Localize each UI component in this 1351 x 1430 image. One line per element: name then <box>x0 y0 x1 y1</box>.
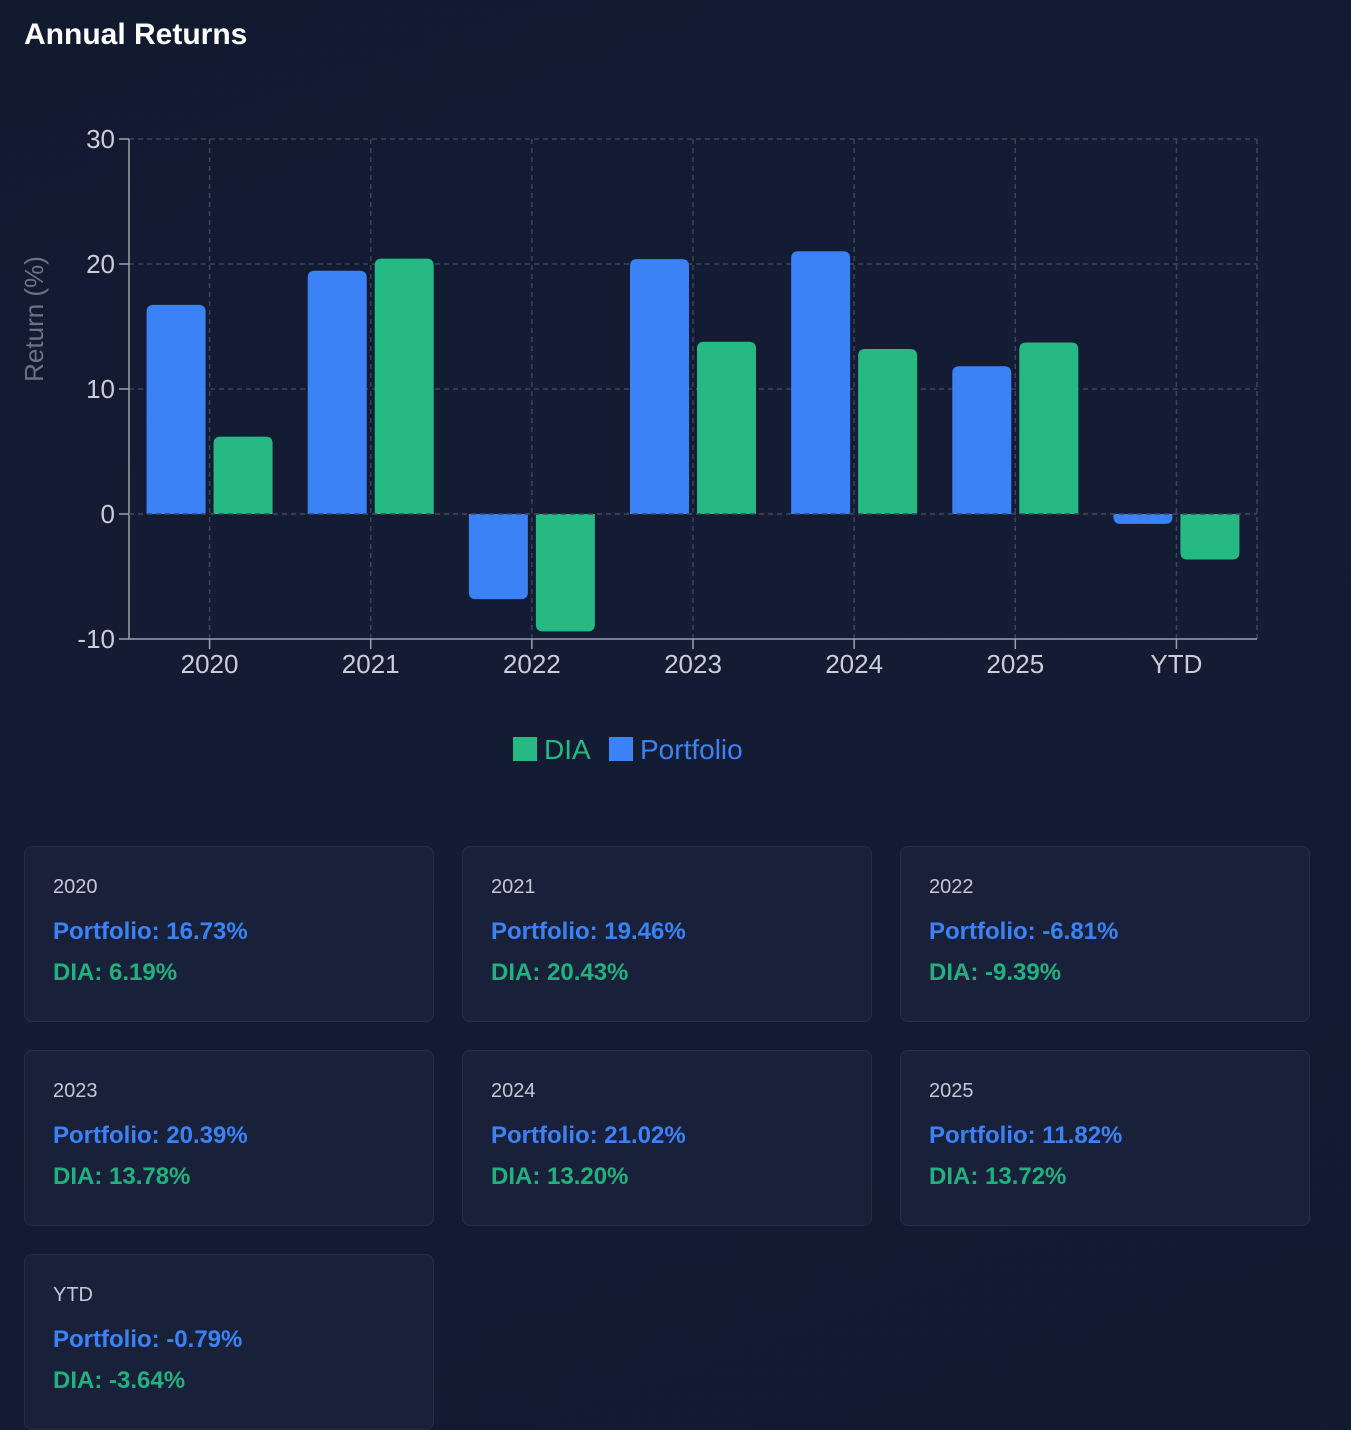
legend-dia-label: DIA <box>544 734 591 765</box>
card-portfolio-return: Portfolio: 21.02% <box>491 1122 686 1149</box>
bar-portfolio-2022 <box>468 514 528 600</box>
card-dia-return: DIA: 13.20% <box>491 1163 629 1190</box>
card-year-label: 2021 <box>491 876 536 898</box>
x-tick-label: 2022 <box>503 649 561 679</box>
annual-returns-chart: -10 0 10 20 30 2020 2021 2022 2023 2024 2025 YTD Ret… <box>19 124 1258 765</box>
bar-portfolio-2020 <box>146 304 206 514</box>
x-tick-label: 2024 <box>825 649 883 679</box>
card-portfolio-return: Portfolio: 20.39% <box>53 1122 248 1149</box>
bar-dia-2025 <box>1019 342 1079 514</box>
bar-dia-2022 <box>535 514 595 632</box>
x-tick-label: 2023 <box>664 649 722 679</box>
card-year-label: 2024 <box>491 1080 536 1102</box>
legend-portfolio-swatch <box>609 737 633 761</box>
card-year-label: YTD <box>53 1284 93 1306</box>
x-tick-label: 2021 <box>342 649 400 679</box>
y-tick-label: -10 <box>77 624 115 654</box>
bar-portfolio-2024 <box>791 251 851 514</box>
bar-dia-ytd <box>1180 514 1240 560</box>
card-year-label: 2023 <box>53 1080 98 1102</box>
bar-dia-2020 <box>213 436 273 514</box>
y-tick-label: 10 <box>86 374 115 404</box>
card-dia-return: DIA: 6.19% <box>53 959 178 986</box>
y-tick-label: 30 <box>86 124 115 154</box>
card-year-label: 2025 <box>929 1080 974 1102</box>
year-cards-grid: 2020 Portfolio: 16.73% DIA: 6.19% 2021 P… <box>24 846 1310 1430</box>
year-card-2020: 2020 Portfolio: 16.73% DIA: 6.19% <box>24 846 434 1022</box>
x-tick-label: 2020 <box>181 649 239 679</box>
year-card-ytd: YTD Portfolio: -0.79% DIA: -3.64% <box>24 1254 434 1430</box>
y-axis-label: Return (%) <box>19 256 49 382</box>
card-year-label: 2022 <box>929 876 974 898</box>
year-card-2021: 2021 Portfolio: 19.46% DIA: 20.43% <box>462 846 872 1022</box>
bar-dia-2023 <box>697 341 756 514</box>
year-card-2023: 2023 Portfolio: 20.39% DIA: 13.78% <box>24 1050 434 1226</box>
bar-portfolio-2021 <box>307 270 367 514</box>
card-dia-return: DIA: 13.72% <box>929 1163 1067 1190</box>
x-tick-label: YTD <box>1150 649 1202 679</box>
bar-dia-2024 <box>858 349 918 514</box>
y-tick-label: 0 <box>101 499 115 529</box>
card-portfolio-return: Portfolio: -6.81% <box>929 918 1119 945</box>
bar-dia-2021 <box>374 258 434 514</box>
card-dia-return: DIA: 13.78% <box>53 1163 191 1190</box>
bar-portfolio-2025 <box>952 366 1012 514</box>
card-dia-return: DIA: -9.39% <box>929 959 1062 986</box>
card-dia-return: DIA: 20.43% <box>491 959 629 986</box>
card-dia-return: DIA: -3.64% <box>53 1367 186 1394</box>
bar-portfolio-ytd <box>1113 514 1173 524</box>
page-title: Annual Returns <box>24 18 248 51</box>
legend-dia-swatch <box>513 737 537 761</box>
year-card-2025: 2025 Portfolio: 11.82% DIA: 13.72% <box>900 1050 1310 1226</box>
card-portfolio-return: Portfolio: -0.79% <box>53 1326 243 1353</box>
card-year-label: 2020 <box>53 876 98 898</box>
card-portfolio-return: Portfolio: 19.46% <box>491 918 686 945</box>
year-card-2024: 2024 Portfolio: 21.02% DIA: 13.20% <box>462 1050 872 1226</box>
card-portfolio-return: Portfolio: 11.82% <box>929 1122 1123 1149</box>
year-card-2022: 2022 Portfolio: -6.81% DIA: -9.39% <box>900 846 1310 1022</box>
y-tick-label: 20 <box>86 249 115 279</box>
x-tick-label: 2025 <box>986 649 1044 679</box>
card-portfolio-return: Portfolio: 16.73% <box>53 918 248 945</box>
bar-portfolio-2023 <box>630 259 689 514</box>
legend-portfolio-label: Portfolio <box>640 734 743 765</box>
